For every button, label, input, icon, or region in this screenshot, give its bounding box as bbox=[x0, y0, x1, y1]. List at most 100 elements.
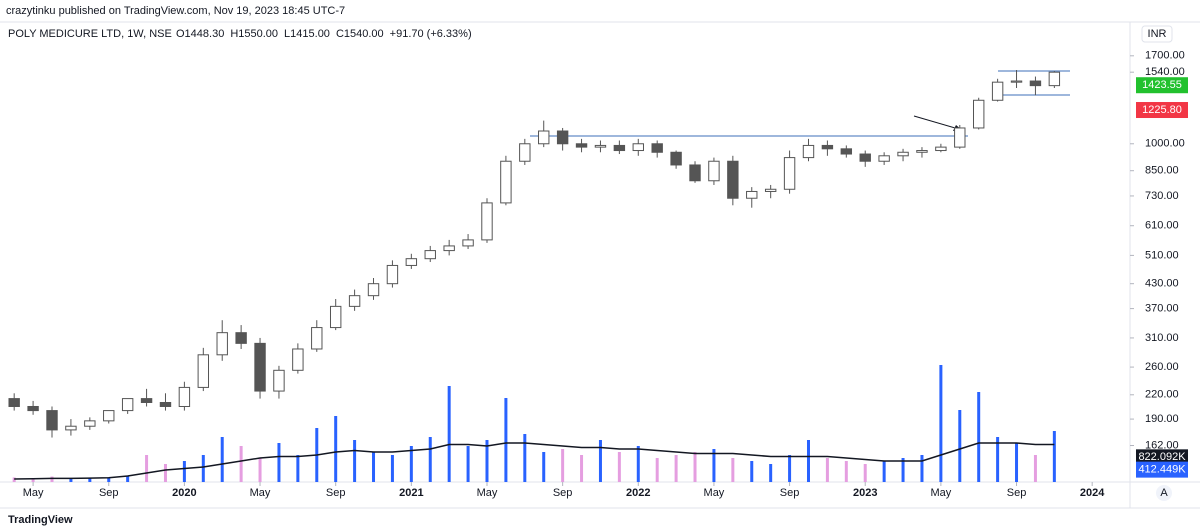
legend-value: L1415.00 bbox=[284, 28, 330, 40]
volume-bar bbox=[750, 461, 754, 482]
candle-body bbox=[103, 410, 115, 422]
y-tick-label: 162.00 bbox=[1145, 439, 1179, 451]
volume-bar bbox=[788, 455, 792, 482]
volume-bar bbox=[1052, 431, 1056, 482]
x-tick-label: 2021 bbox=[399, 487, 423, 499]
volume-bar bbox=[485, 440, 489, 482]
candle-body bbox=[538, 130, 550, 145]
x-tick-label: Sep bbox=[99, 487, 119, 499]
volume-bar bbox=[693, 452, 697, 482]
candle-body bbox=[121, 398, 134, 412]
volume-bar bbox=[731, 458, 735, 482]
candle-body bbox=[821, 144, 834, 150]
candle-body bbox=[443, 245, 455, 252]
price-badge-label: 1225.80 bbox=[1142, 104, 1182, 116]
legend-value: H1550.00 bbox=[230, 28, 278, 40]
candle-body bbox=[348, 295, 361, 307]
candle-body bbox=[500, 160, 512, 204]
volume-bar bbox=[996, 437, 1000, 482]
volume-bar bbox=[655, 458, 659, 482]
y-tick-label: 730.00 bbox=[1145, 190, 1179, 202]
y-tick-label: 510.00 bbox=[1145, 249, 1179, 261]
volume-bar bbox=[447, 386, 451, 482]
x-tick-label: May bbox=[23, 487, 44, 499]
y-tick-label: 370.00 bbox=[1145, 303, 1179, 315]
candle-body bbox=[46, 410, 58, 431]
volume-bar bbox=[636, 446, 640, 482]
candle-body bbox=[405, 258, 418, 266]
volume-ma bbox=[14, 442, 1055, 480]
x-tick-label: Sep bbox=[780, 487, 800, 499]
candle-body bbox=[273, 369, 285, 392]
volume-bar bbox=[901, 458, 905, 482]
candle-body bbox=[519, 143, 531, 162]
currency: INR bbox=[1148, 28, 1167, 40]
candle-body bbox=[556, 130, 569, 145]
volume-bar bbox=[258, 458, 262, 482]
volume-bar bbox=[88, 478, 92, 482]
volume-bar bbox=[561, 449, 565, 482]
candle-body bbox=[311, 327, 323, 350]
candle-body bbox=[594, 144, 607, 148]
volume-bar bbox=[580, 455, 584, 482]
volume-bar bbox=[542, 452, 546, 482]
price-badge-label: 1423.55 bbox=[1142, 79, 1182, 91]
x-tick-label: May bbox=[704, 487, 725, 499]
y-tick-label: 220.00 bbox=[1145, 389, 1179, 401]
legend-value: C1540.00 bbox=[336, 28, 384, 40]
volume-bar bbox=[296, 455, 300, 482]
candle-body bbox=[462, 239, 474, 247]
candle-body bbox=[197, 354, 210, 388]
x-tick-label: 2023 bbox=[853, 487, 877, 499]
publisher: crazytinku published on TradingView.com,… bbox=[6, 5, 345, 17]
candle-body bbox=[935, 146, 947, 152]
candle-body bbox=[973, 99, 985, 129]
volume-bar bbox=[863, 464, 867, 482]
candle-body bbox=[651, 143, 663, 153]
candle-body bbox=[954, 127, 966, 148]
volume-bar bbox=[977, 392, 981, 482]
legend-value: +91.70 (+6.33%) bbox=[390, 28, 472, 40]
volume-bar bbox=[107, 477, 111, 482]
candle-body bbox=[27, 405, 39, 412]
x-tick-label: Sep bbox=[326, 487, 346, 499]
volume-bar bbox=[277, 443, 281, 482]
x-tick-label: May bbox=[930, 487, 951, 499]
candle-body bbox=[916, 150, 928, 153]
candle-body bbox=[1010, 80, 1023, 83]
candle-body bbox=[689, 164, 701, 182]
volume-bar bbox=[163, 464, 167, 482]
candle-body bbox=[8, 398, 20, 407]
volume-bar bbox=[712, 449, 716, 482]
y-tick-label: 850.00 bbox=[1145, 165, 1179, 177]
volume-bar bbox=[31, 478, 35, 482]
candle-body bbox=[991, 81, 1004, 101]
volume-bar bbox=[69, 479, 73, 482]
auto-scale[interactable]: A bbox=[1160, 487, 1168, 499]
legend-value: O1448.30 bbox=[176, 28, 224, 40]
x-tick-label: May bbox=[477, 487, 498, 499]
arrow bbox=[913, 115, 963, 131]
volume-bar bbox=[1015, 443, 1019, 482]
candle-body bbox=[840, 148, 853, 155]
volume-bar bbox=[920, 455, 924, 482]
candle-body bbox=[727, 160, 739, 199]
ohlc-legend: O1448.30 H1550.00 L1415.00 C1540.00 +91.70 (… bbox=[176, 28, 472, 40]
candle-body bbox=[235, 332, 247, 344]
volume-bar bbox=[50, 476, 54, 482]
y-tick-label: 1540.00 bbox=[1145, 66, 1185, 78]
volume-bar bbox=[958, 410, 962, 482]
volume-bar bbox=[12, 477, 16, 482]
volume-bar bbox=[1033, 455, 1037, 482]
candle-body bbox=[159, 401, 172, 407]
volume-bar bbox=[825, 458, 829, 482]
candle-body bbox=[575, 143, 588, 148]
x-tick-label: 2022 bbox=[626, 487, 650, 499]
candle-body bbox=[65, 425, 77, 431]
volume-bar bbox=[409, 446, 413, 482]
y-tick-label: 1000.00 bbox=[1145, 138, 1185, 150]
candle-body bbox=[178, 386, 191, 407]
volume-bar bbox=[504, 398, 508, 482]
auto-scale-button[interactable] bbox=[1156, 485, 1172, 501]
